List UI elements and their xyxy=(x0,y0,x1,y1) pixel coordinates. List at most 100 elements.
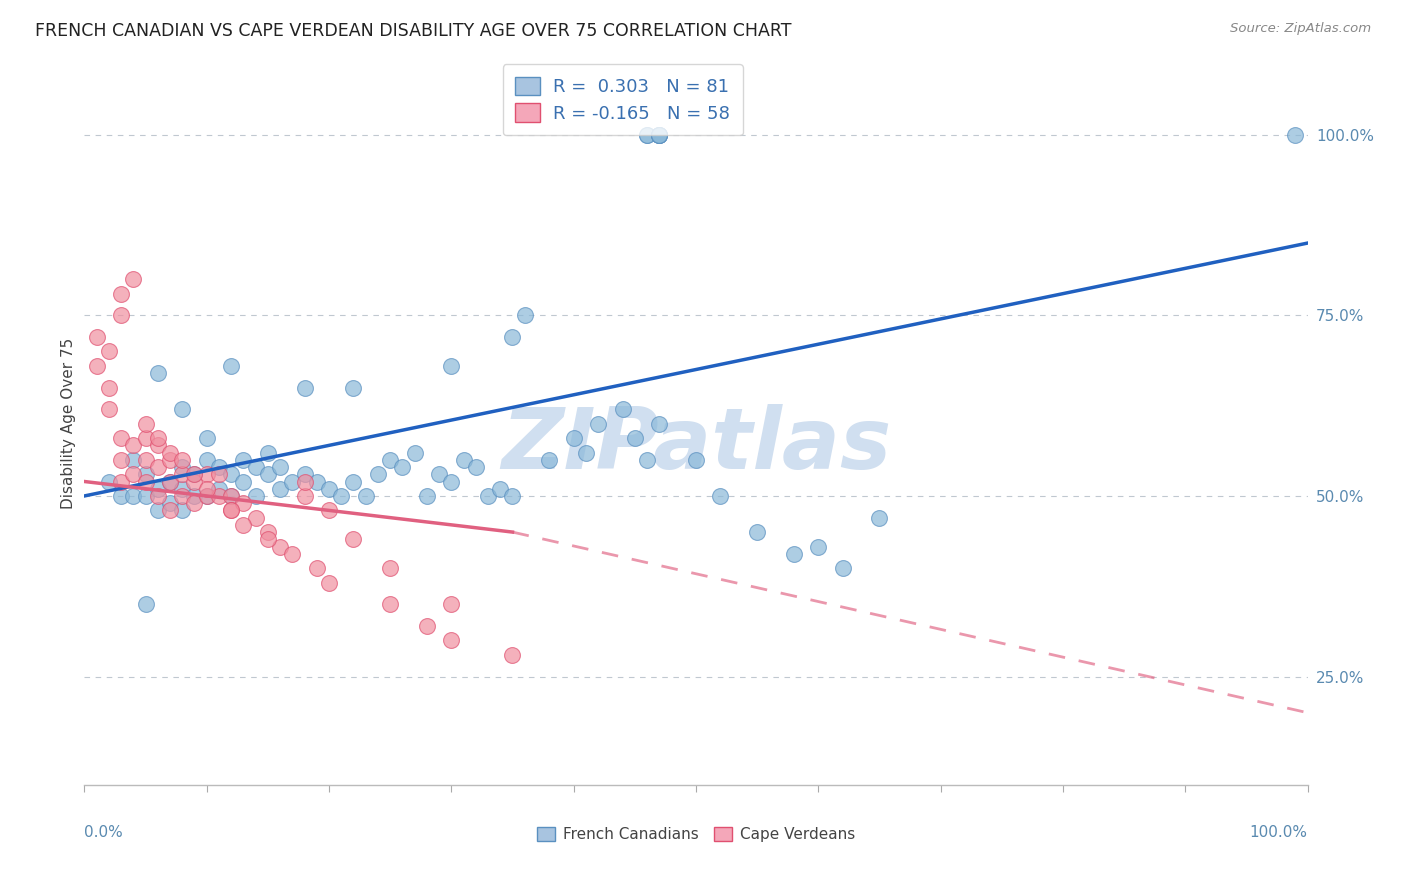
Point xyxy=(195,482,218,496)
Point xyxy=(636,452,658,467)
Point xyxy=(110,308,132,322)
Point xyxy=(219,489,242,503)
Point xyxy=(195,489,218,503)
Point xyxy=(122,438,145,452)
Point xyxy=(183,496,205,510)
Point xyxy=(146,503,169,517)
Point xyxy=(648,417,671,431)
Point xyxy=(318,575,340,590)
Point xyxy=(195,431,218,445)
Point xyxy=(440,598,463,612)
Point xyxy=(648,128,671,142)
Point xyxy=(404,445,426,459)
Point xyxy=(502,648,524,662)
Point xyxy=(110,431,132,445)
Point xyxy=(208,489,231,503)
Point xyxy=(391,460,413,475)
Point xyxy=(318,503,340,517)
Point xyxy=(110,489,132,503)
Point xyxy=(159,496,181,510)
Point xyxy=(257,445,280,459)
Point xyxy=(342,380,364,394)
Point xyxy=(183,475,205,489)
Point xyxy=(208,467,231,482)
Point xyxy=(294,467,316,482)
Point xyxy=(477,489,499,503)
Point xyxy=(636,128,658,142)
Point xyxy=(159,452,181,467)
Point xyxy=(624,431,647,445)
Point xyxy=(135,598,157,612)
Point xyxy=(232,475,254,489)
Point xyxy=(354,489,377,503)
Text: Source: ZipAtlas.com: Source: ZipAtlas.com xyxy=(1230,22,1371,36)
Point xyxy=(294,380,316,394)
Point xyxy=(86,359,108,373)
Point xyxy=(440,359,463,373)
Point xyxy=(195,467,218,482)
Point xyxy=(110,286,132,301)
Point xyxy=(783,547,806,561)
Point xyxy=(97,344,120,359)
Point xyxy=(269,460,291,475)
Point xyxy=(342,475,364,489)
Point xyxy=(380,561,402,575)
Point xyxy=(146,438,169,452)
Point xyxy=(146,366,169,380)
Point xyxy=(159,503,181,517)
Point xyxy=(172,452,194,467)
Point xyxy=(97,475,120,489)
Point xyxy=(342,533,364,547)
Point xyxy=(257,524,280,539)
Point xyxy=(648,128,671,142)
Point xyxy=(281,547,304,561)
Point xyxy=(294,475,316,489)
Point xyxy=(305,561,328,575)
Point xyxy=(232,517,254,532)
Point xyxy=(1284,128,1306,142)
Point xyxy=(195,489,218,503)
Point xyxy=(869,510,891,524)
Point xyxy=(269,540,291,554)
Point xyxy=(232,496,254,510)
Point xyxy=(159,475,181,489)
Point xyxy=(219,359,242,373)
Point xyxy=(502,489,524,503)
Point xyxy=(440,633,463,648)
Point xyxy=(122,272,145,286)
Point xyxy=(502,330,524,344)
Point xyxy=(208,460,231,475)
Point xyxy=(172,402,194,417)
Point xyxy=(219,503,242,517)
Point xyxy=(97,380,120,394)
Point xyxy=(183,467,205,482)
Point xyxy=(489,482,512,496)
Point xyxy=(159,445,181,459)
Point xyxy=(245,489,267,503)
Point xyxy=(183,467,205,482)
Point xyxy=(122,489,145,503)
Point xyxy=(575,445,598,459)
Point xyxy=(172,467,194,482)
Point xyxy=(464,460,486,475)
Point xyxy=(636,128,658,142)
Y-axis label: Disability Age Over 75: Disability Age Over 75 xyxy=(60,338,76,509)
Point xyxy=(245,460,267,475)
Point xyxy=(648,128,671,142)
Point xyxy=(294,489,316,503)
Point xyxy=(97,402,120,417)
Point xyxy=(257,467,280,482)
Point xyxy=(416,619,439,633)
Point xyxy=(453,452,475,467)
Point xyxy=(380,598,402,612)
Point xyxy=(245,510,267,524)
Point xyxy=(219,467,242,482)
Point xyxy=(208,482,231,496)
Text: 0.0%: 0.0% xyxy=(84,825,124,839)
Point xyxy=(122,467,145,482)
Point xyxy=(183,489,205,503)
Point xyxy=(440,475,463,489)
Point xyxy=(513,308,536,322)
Point xyxy=(135,452,157,467)
Point xyxy=(195,452,218,467)
